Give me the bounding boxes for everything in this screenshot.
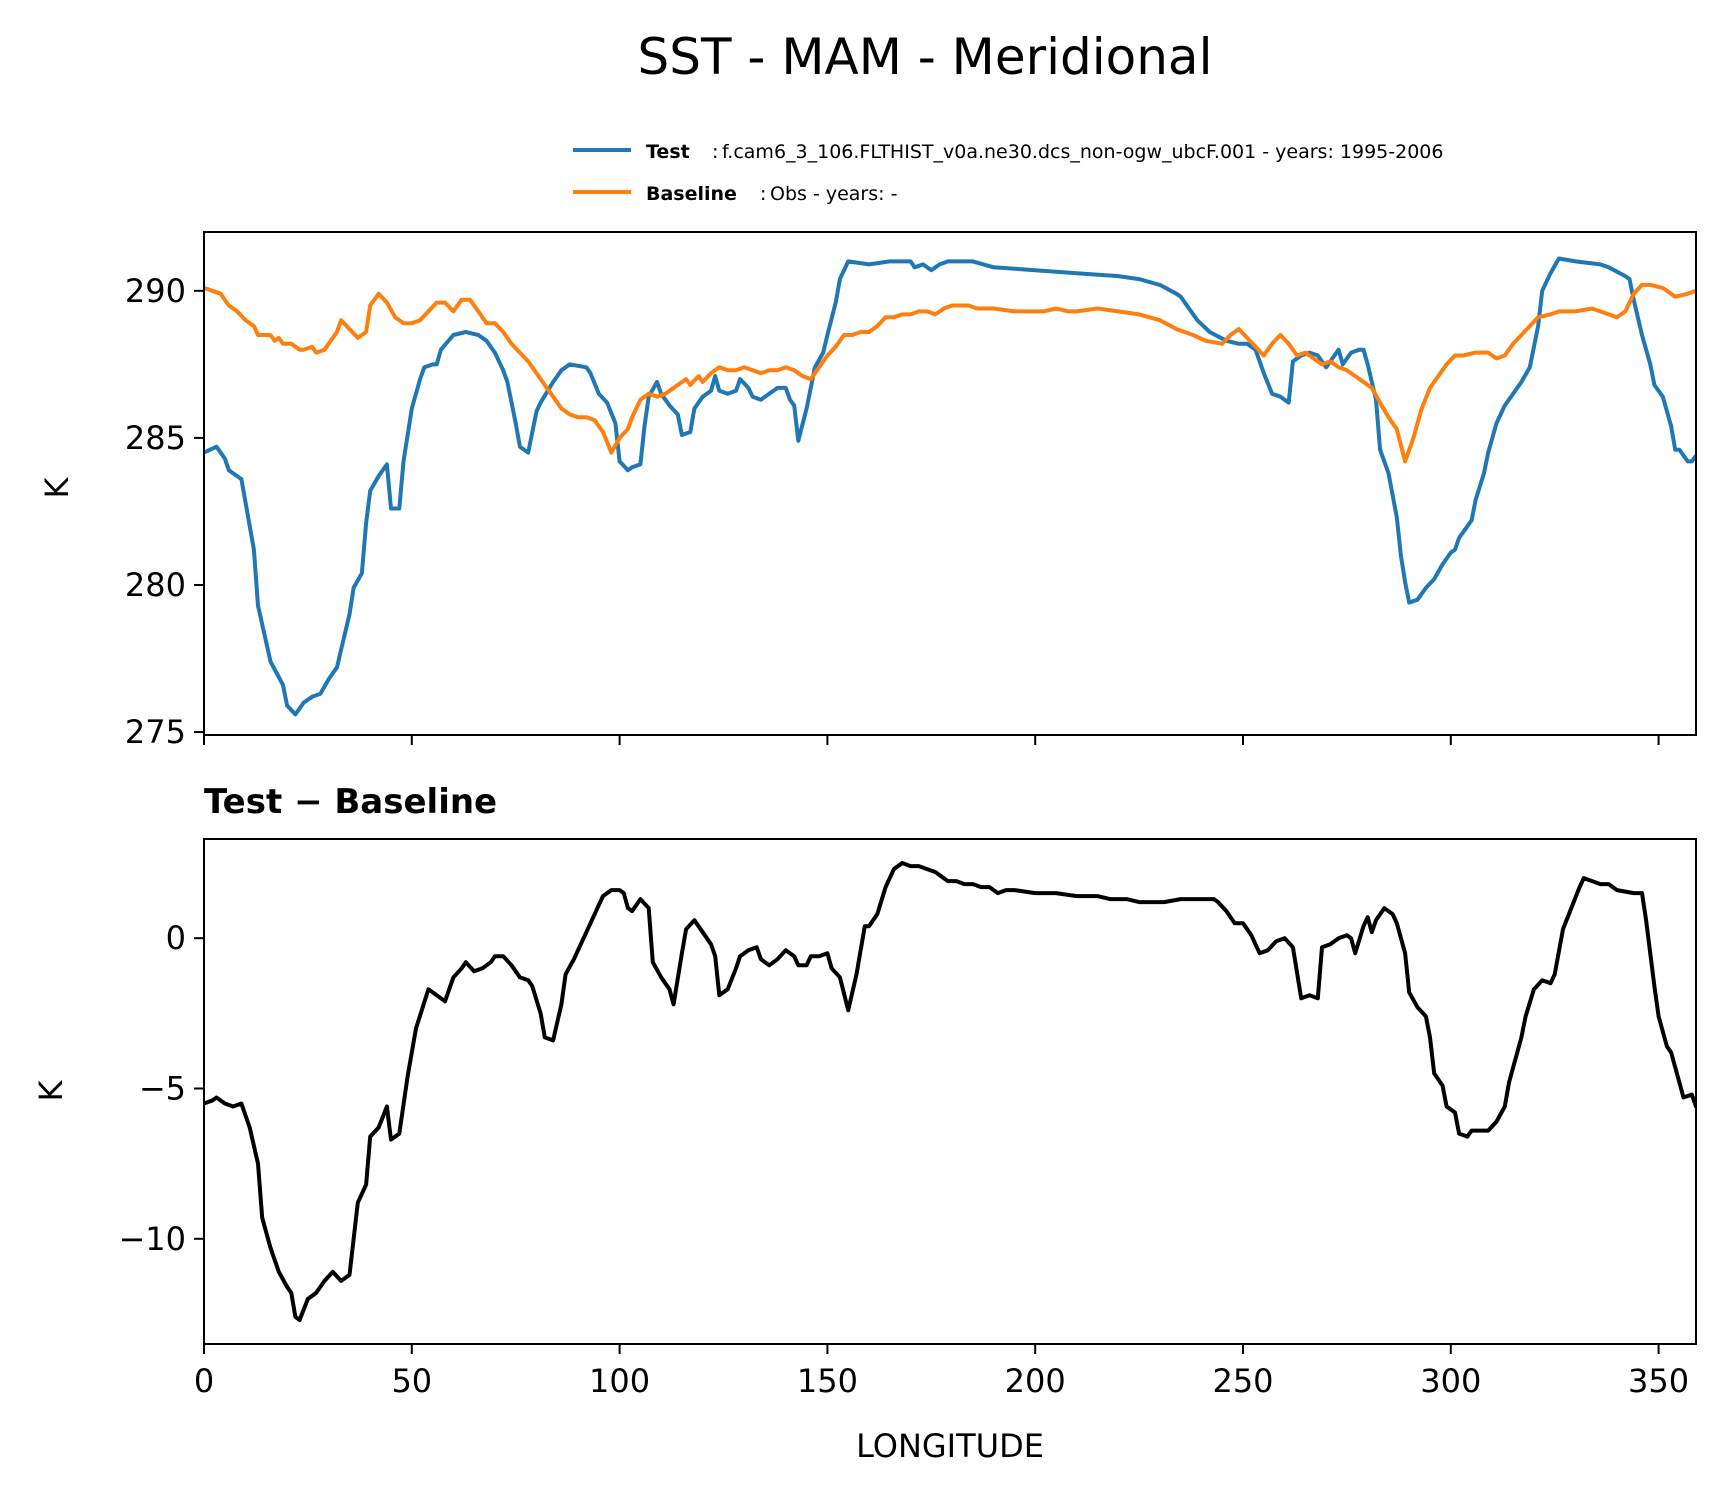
top-ytick-label: 280 (125, 566, 186, 604)
bottom-xtick-label: 250 (1212, 1362, 1273, 1400)
figure-title: SST - MAM - Meridional (638, 28, 1213, 86)
legend-test-label: Test (646, 141, 690, 163)
x-axis-label: LONGITUDE (856, 1427, 1044, 1465)
bottom-xtick-label: 0 (194, 1362, 214, 1400)
top-yticks: 275 280 285 290 (125, 272, 204, 751)
bottom-ylabel: K (32, 1079, 70, 1101)
bottom-yticks: −10 −5 0 (118, 919, 204, 1258)
top-ylabel: K (38, 476, 76, 498)
bottom-xtick-label: 150 (797, 1362, 858, 1400)
bottom-xtick-label: 100 (589, 1362, 650, 1400)
bottom-xticks: 0 50 100 150 200 250 300 350 (194, 1344, 1689, 1400)
bottom-ytick-label: −10 (118, 1220, 186, 1258)
bottom-xtick-label: 200 (1005, 1362, 1066, 1400)
bottom-axes-frame (203, 838, 1697, 1345)
top-ytick-label: 275 (125, 713, 186, 751)
top-series-baseline-line (204, 282, 1696, 464)
bottom-panel: Test − Baseline −10 −5 0 0 50 100 150 200 250 30… (32, 782, 1697, 1465)
legend-test-desc: f.cam6_3_106.FLTHIST_v0a.ne30.dcs_non-og… (722, 141, 1443, 163)
top-axes-frame (203, 231, 1697, 736)
top-xticks (203, 735, 1660, 745)
bottom-series-group (204, 861, 1696, 1322)
bottom-series-test-baseline-line (204, 861, 1696, 1322)
bottom-panel-title: Test − Baseline (204, 782, 497, 822)
legend-baseline-label: Baseline (646, 183, 737, 205)
top-ytick-label: 290 (125, 272, 186, 310)
bottom-xtick-label: 350 (1628, 1362, 1689, 1400)
bottom-ytick-label: −5 (139, 1069, 186, 1107)
bottom-xtick-label: 50 (391, 1362, 432, 1400)
top-panel: 275 280 285 290 K (38, 231, 1697, 751)
legend-baseline-colon: : (760, 183, 766, 205)
legend-test-colon: : (712, 141, 718, 163)
top-ytick-label: 285 (125, 419, 186, 457)
legend-baseline-desc: Obs - years: - (770, 183, 897, 205)
bottom-ytick-label: 0 (166, 919, 186, 957)
top-series-group (204, 256, 1696, 717)
bottom-xtick-label: 300 (1420, 1362, 1481, 1400)
legend: Test : f.cam6_3_106.FLTHIST_v0a.ne30.dcs… (573, 141, 1443, 205)
top-series-test-line (204, 256, 1696, 717)
